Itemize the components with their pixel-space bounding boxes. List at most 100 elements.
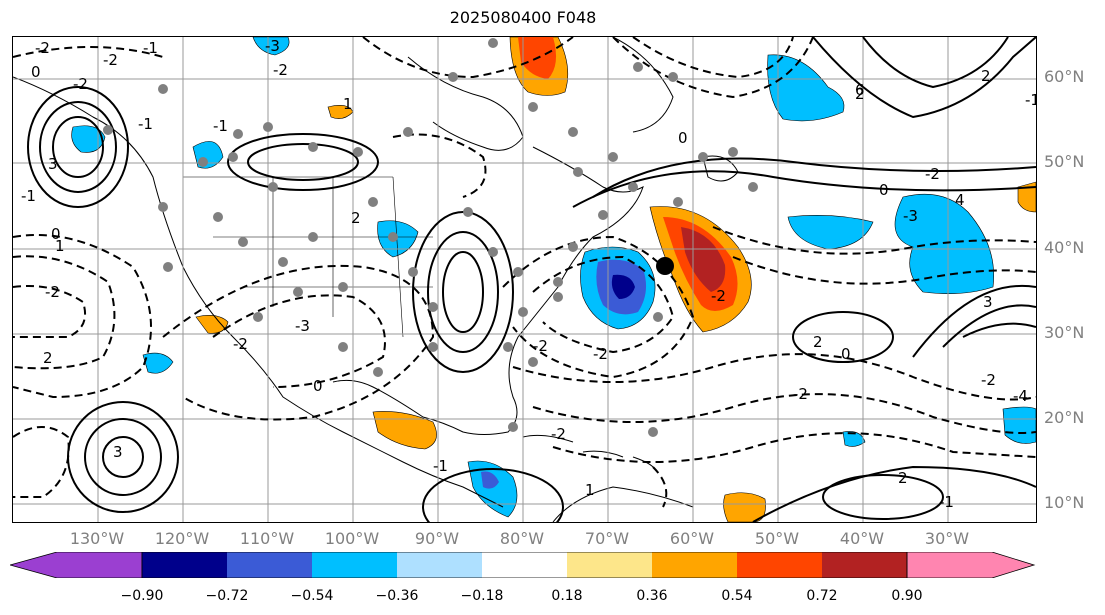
contour-label: 0 [51, 225, 61, 243]
obs-dot [528, 102, 538, 112]
negative-anomaly-region [377, 220, 419, 258]
obs-dot [368, 197, 378, 207]
contour-label: -2 [793, 385, 808, 403]
east-coast-coastline [422, 146, 644, 435]
obs-dot [308, 142, 318, 152]
contour-line [442, 251, 484, 333]
obs-dot [213, 212, 223, 222]
obs-dot [748, 182, 758, 192]
map-panel: -2 -2 0 3 -1 1 -2 2 -2 -1 -1 0 -2 -3 1 -… [12, 36, 1037, 523]
graticule [13, 37, 1036, 522]
contour-line [632, 37, 794, 79]
contour-line [532, 393, 1036, 434]
obs-dot [428, 302, 438, 312]
contour-label: -2 [103, 51, 118, 69]
obs-dot [238, 237, 248, 247]
contour-label-layer: -2 -2 0 3 -1 1 -2 2 -2 -1 -1 0 -2 -3 1 -… [13, 37, 1036, 522]
contour-line [102, 436, 144, 478]
contour-label: -2 [925, 165, 940, 183]
contour-line [162, 264, 435, 421]
colorbar-tick: 0.90 [891, 588, 923, 604]
contour-label: -1 [1025, 91, 1036, 109]
colorbar-segment [227, 552, 312, 578]
contour-label: -2 [45, 283, 60, 301]
obs-dot [293, 287, 303, 297]
obs-dot [648, 427, 658, 437]
obs-dot [403, 127, 413, 137]
contour-line [27, 86, 129, 208]
contour-line [39, 101, 117, 193]
gulf-coastline [332, 379, 424, 418]
map-title: 2025080400 F048 [449, 8, 597, 27]
contour-label: -2 [273, 61, 288, 79]
lat-label-30n: 30°N [1044, 323, 1085, 342]
contour-label: -2 [551, 425, 566, 443]
contour-label: 0 [841, 345, 851, 363]
contour-line [13, 255, 116, 370]
lon-label-80w: 80°W [499, 529, 545, 548]
obs-dot [673, 197, 683, 207]
colorbar-segment [397, 552, 482, 578]
shading-layer [71, 37, 1036, 522]
colorbar-segment [906, 552, 1036, 578]
obs-dot [408, 267, 418, 277]
obs-dot [628, 182, 638, 192]
contour-line [712, 226, 1036, 255]
contour-line [227, 133, 379, 191]
positive-anomaly-region [1017, 181, 1036, 213]
lon-label-120w: 120°W [154, 529, 210, 548]
contour-line [812, 37, 1036, 119]
colorbar-segment [10, 552, 143, 578]
contour-label: 3 [113, 443, 123, 461]
colorbar-segment [482, 552, 567, 578]
lat-label-50n: 50°N [1044, 152, 1085, 171]
contour-line [962, 322, 1036, 338]
contour-line [512, 353, 1036, 401]
colorbar-tick: −0.18 [460, 588, 504, 604]
obs-dot [373, 367, 383, 377]
negative-anomaly-region [894, 193, 994, 294]
obs-dot [503, 342, 513, 352]
lon-label-30w: 30°W [924, 529, 970, 548]
lon-label-40w: 40°W [839, 529, 885, 548]
greenland-coastline [612, 37, 674, 133]
colorbar-tick: 0.36 [636, 588, 668, 604]
contour-line [592, 157, 1036, 198]
colorbar-tick: 0.54 [721, 588, 753, 604]
obs-dot [158, 202, 168, 212]
obs-dot [198, 157, 208, 167]
contour-label: -2 [981, 371, 996, 389]
south-america-coastline [552, 486, 694, 522]
obs-dot [698, 152, 708, 162]
contour-line [572, 170, 1036, 208]
negative-anomaly-region [467, 460, 518, 518]
contour-line [652, 466, 668, 508]
colorbar-segment [567, 552, 652, 578]
lon-label-60w: 60°W [669, 529, 715, 548]
negative-anomaly-region [767, 54, 845, 122]
obs-dot [263, 122, 273, 132]
lon-label-130w: 130°W [69, 529, 125, 548]
obs-dot [228, 152, 238, 162]
colorbar-tick: −0.90 [120, 588, 164, 604]
contour-line [552, 432, 1036, 463]
obs-dot [488, 247, 498, 257]
obs-dot [428, 342, 438, 352]
contour-label: -3 [903, 207, 918, 225]
contour-line [732, 256, 1036, 285]
lat-label-40n: 40°N [1044, 238, 1085, 257]
contour-line [212, 294, 386, 388]
contour-label: 0 [879, 181, 889, 199]
obs-dot [253, 312, 263, 322]
obs-dot [573, 167, 583, 177]
contour-label: -3 [265, 37, 280, 55]
colorbar-tick: −0.54 [290, 588, 334, 604]
lon-label-50w: 50°W [754, 529, 800, 548]
contour-label: 2 [351, 209, 361, 227]
contour-label: 0 [31, 63, 41, 81]
contour-label: -3 [295, 317, 310, 335]
contour-label: -1 [939, 493, 954, 511]
obs-dot [553, 292, 563, 302]
obs-dot [508, 422, 518, 432]
contour-label: 1 [343, 95, 353, 113]
